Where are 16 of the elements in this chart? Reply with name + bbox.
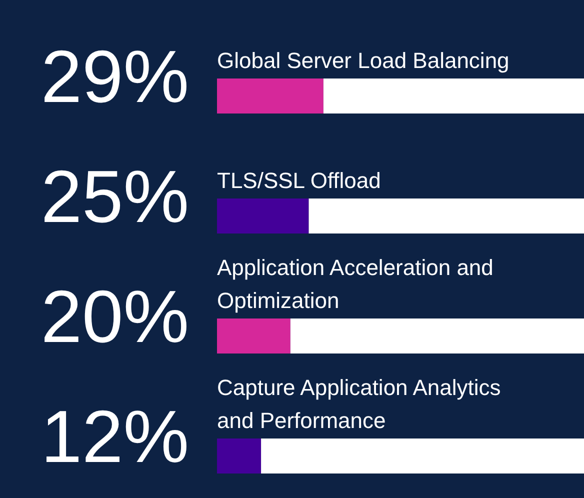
data-label: 29% (40, 35, 189, 118)
bar (290, 318, 584, 354)
bar (308, 198, 584, 234)
y-tick-label: TLS/SSL Offload (217, 168, 381, 193)
bar (217, 78, 324, 114)
bar (217, 318, 290, 354)
bar (217, 198, 309, 234)
bar (217, 438, 262, 474)
y-tick-label: Application Acceleration and Optimization (217, 255, 494, 313)
y-tick-label: Global Server Load Balancing (217, 48, 510, 73)
bar (323, 78, 584, 114)
bar (261, 438, 584, 474)
data-label: 20% (40, 275, 189, 358)
data-label: 25% (40, 155, 189, 238)
y-tick-label: Capture Application Analytics and Performance (217, 375, 501, 433)
data-label: 12% (40, 395, 189, 478)
